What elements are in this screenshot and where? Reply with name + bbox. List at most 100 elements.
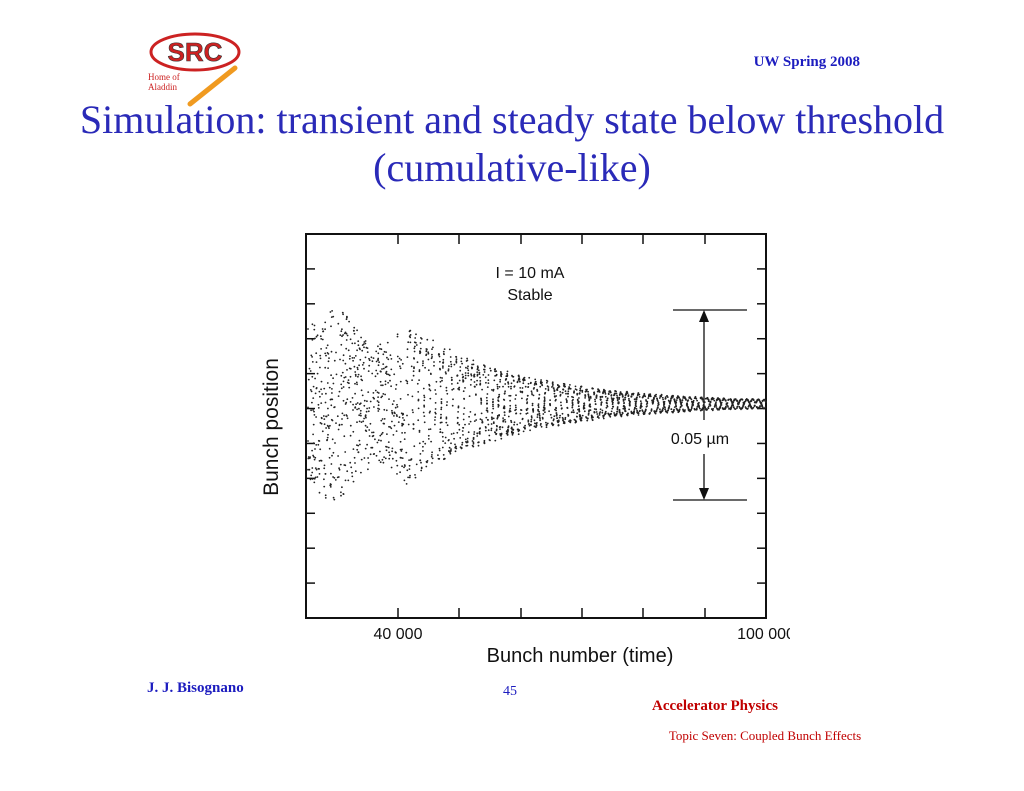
- data-point: [341, 311, 344, 314]
- data-point: [396, 473, 398, 475]
- data-point: [581, 414, 584, 417]
- data-point: [464, 377, 467, 379]
- data-point: [666, 396, 669, 398]
- data-point: [609, 415, 612, 418]
- header-date: UW Spring 2008: [753, 54, 860, 70]
- data-point: [417, 419, 420, 422]
- data-point: [330, 398, 333, 401]
- data-point: [369, 422, 372, 425]
- data-point: [622, 395, 624, 398]
- data-point: [352, 403, 354, 406]
- data-point: [373, 406, 375, 408]
- data-point: [531, 392, 533, 394]
- data-point: [591, 419, 594, 422]
- data-point: [401, 448, 403, 451]
- data-point: [368, 364, 371, 367]
- data-point: [625, 393, 627, 395]
- data-point: [626, 414, 629, 417]
- data-point: [356, 448, 359, 451]
- data-point: [569, 384, 571, 386]
- data-point: [487, 423, 490, 426]
- data-point: [635, 397, 638, 400]
- data-point: [309, 478, 312, 481]
- data-point: [446, 392, 449, 395]
- data-point: [540, 380, 542, 383]
- data-point: [422, 450, 424, 452]
- data-point: [414, 337, 417, 339]
- data-point: [440, 406, 443, 409]
- data-point: [546, 380, 549, 382]
- data-point: [528, 423, 530, 425]
- data-point: [307, 440, 309, 442]
- data-point: [531, 393, 533, 396]
- data-point: [521, 397, 523, 400]
- data-point: [704, 397, 707, 400]
- data-point: [556, 389, 558, 391]
- data-point: [678, 408, 681, 411]
- data-point: [610, 394, 613, 397]
- data-point: [623, 404, 625, 407]
- data-point: [345, 332, 348, 335]
- data-point: [734, 398, 736, 401]
- data-point: [491, 411, 494, 414]
- data-point: [452, 388, 455, 390]
- data-point: [413, 350, 416, 353]
- data-point: [357, 375, 359, 378]
- data-point: [336, 415, 339, 418]
- data-point: [355, 403, 357, 406]
- data-point: [469, 420, 472, 423]
- data-point: [750, 399, 752, 402]
- data-point: [561, 416, 564, 419]
- data-point: [355, 381, 358, 384]
- x-tick-label-40000: 40 000: [374, 626, 423, 643]
- data-point: [498, 414, 500, 416]
- data-point: [360, 458, 363, 461]
- data-point: [416, 382, 419, 385]
- data-point: [498, 426, 501, 429]
- data-point: [388, 425, 390, 428]
- data-point: [313, 477, 316, 480]
- data-point: [326, 382, 329, 384]
- data-point: [439, 367, 441, 370]
- data-point: [332, 476, 334, 478]
- data-point: [330, 350, 333, 353]
- data-point: [427, 351, 430, 354]
- data-point: [329, 424, 331, 427]
- data-point: [391, 412, 394, 415]
- data-point: [487, 374, 490, 376]
- data-point: [579, 389, 582, 392]
- data-point: [331, 454, 333, 457]
- data-point: [486, 386, 489, 388]
- data-point: [312, 409, 314, 411]
- data-point: [483, 439, 486, 442]
- data-point: [387, 373, 390, 376]
- data-point: [664, 408, 666, 410]
- data-point: [385, 372, 387, 374]
- data-point: [352, 430, 355, 433]
- data-point: [593, 411, 596, 414]
- data-point: [486, 402, 488, 405]
- data-point: [510, 382, 513, 385]
- data-point: [340, 494, 342, 497]
- data-point: [354, 342, 356, 345]
- data-point: [594, 398, 596, 401]
- data-point: [423, 405, 426, 408]
- data-point: [550, 416, 553, 419]
- data-point: [623, 402, 625, 405]
- data-point: [412, 427, 415, 430]
- data-point: [353, 365, 356, 368]
- data-point: [671, 410, 674, 413]
- data-point: [312, 442, 315, 444]
- data-point: [322, 330, 325, 333]
- data-point: [466, 357, 468, 360]
- data-point: [319, 366, 321, 369]
- data-point: [419, 453, 422, 455]
- data-point: [421, 364, 424, 367]
- data-point: [368, 435, 371, 437]
- data-point: [346, 334, 349, 337]
- data-point: [387, 381, 389, 384]
- data-point: [390, 466, 393, 469]
- data-point: [476, 368, 479, 371]
- data-point: [675, 399, 678, 401]
- data-point: [522, 430, 525, 433]
